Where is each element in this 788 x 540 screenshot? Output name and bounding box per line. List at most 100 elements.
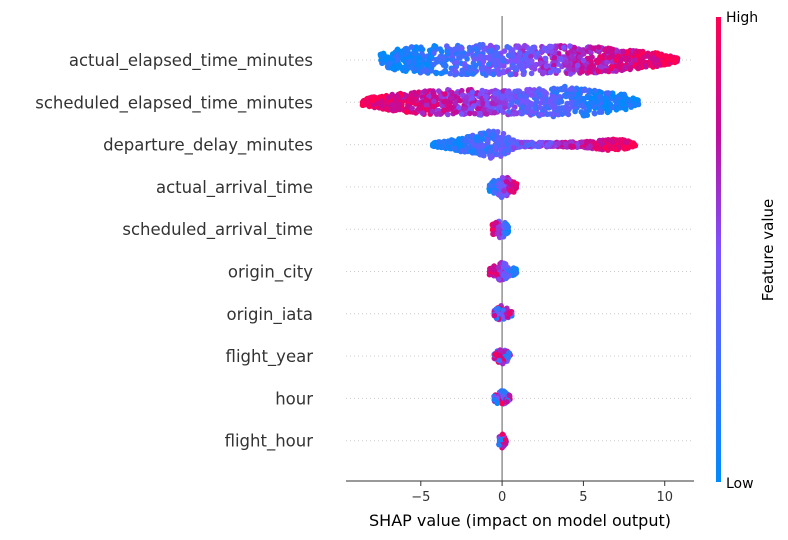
shap-point xyxy=(479,66,486,73)
shap-point xyxy=(502,104,508,111)
shap-point xyxy=(597,63,604,70)
shap-point xyxy=(430,141,436,147)
shap-point xyxy=(570,144,577,150)
x-tick-label: 10 xyxy=(656,490,673,505)
shap-point xyxy=(486,61,492,68)
shap-point xyxy=(551,62,557,69)
shap-point xyxy=(360,99,367,105)
shap-point xyxy=(435,111,442,117)
shap-point xyxy=(433,56,440,63)
shap-point xyxy=(452,100,459,107)
colorbar-low-label: Low xyxy=(726,476,754,492)
shap-point xyxy=(506,392,513,399)
shap-point xyxy=(568,48,574,55)
shap-point xyxy=(537,111,544,118)
shap-point xyxy=(471,56,478,62)
shap-point xyxy=(500,130,507,137)
shap-point xyxy=(595,145,602,152)
shap-point xyxy=(630,142,636,149)
feature-row-guides xyxy=(346,59,694,442)
shap-point xyxy=(561,110,568,116)
shap-point xyxy=(518,139,525,146)
shap-point xyxy=(548,48,554,54)
shap-point xyxy=(493,146,499,153)
shap-point xyxy=(437,143,444,149)
shap-point xyxy=(423,102,430,108)
shap-point xyxy=(499,142,506,148)
shap-point xyxy=(512,57,519,64)
shap-point xyxy=(452,68,459,74)
shap-point xyxy=(499,400,505,407)
shap-point xyxy=(480,100,487,107)
colorbar-high-label: High xyxy=(726,10,758,26)
shap-point xyxy=(477,111,484,117)
shap-point xyxy=(537,60,544,66)
feature-label: flight_hour xyxy=(225,432,314,452)
shap-point xyxy=(594,59,601,66)
shap-point xyxy=(442,91,448,97)
shap-point xyxy=(578,139,585,145)
shap-point xyxy=(524,87,530,93)
shap-point xyxy=(514,99,520,105)
shap-point xyxy=(589,54,595,60)
shap-point xyxy=(598,54,604,61)
shap-point xyxy=(419,46,426,53)
shap-point xyxy=(672,59,678,65)
shap-point xyxy=(586,69,592,75)
shap-point xyxy=(537,88,543,94)
shap-point xyxy=(498,388,505,394)
shap-point xyxy=(481,46,487,53)
shap-point xyxy=(467,110,473,117)
shap-point xyxy=(567,71,574,77)
shap-point xyxy=(613,57,619,64)
shap-point xyxy=(416,106,423,112)
shap-point xyxy=(662,61,668,68)
shap-point xyxy=(505,147,511,154)
colorbar-title: Feature value xyxy=(759,199,777,301)
shap-point xyxy=(587,64,594,71)
shap-point xyxy=(555,67,562,74)
shap-point xyxy=(623,64,629,71)
shap-point xyxy=(490,52,496,58)
shap-point xyxy=(449,57,455,63)
shap-point xyxy=(498,181,505,188)
shap-point xyxy=(499,174,506,181)
feature-label: origin_city xyxy=(228,263,313,283)
shap-point xyxy=(644,53,650,59)
shap-point xyxy=(503,230,509,237)
shap-point xyxy=(556,105,562,112)
shap-point xyxy=(511,144,517,151)
shap-point xyxy=(510,51,516,58)
shap-point xyxy=(416,55,422,61)
shap-point xyxy=(498,153,504,159)
shap-point xyxy=(616,105,623,111)
shap-point xyxy=(495,136,502,143)
shap-point xyxy=(614,63,621,70)
shap-point xyxy=(378,98,385,104)
shap-point xyxy=(500,93,506,100)
shap-point xyxy=(491,189,497,195)
shap-point xyxy=(494,129,501,135)
shap-point xyxy=(581,87,588,94)
shap-point xyxy=(487,183,494,189)
shap-point xyxy=(449,104,456,111)
shap-point xyxy=(507,187,514,194)
shap-point xyxy=(548,43,554,50)
shap-point xyxy=(503,399,510,405)
shap-point xyxy=(493,306,500,312)
shap-point xyxy=(537,92,543,98)
shap-point xyxy=(403,92,409,99)
shap-point xyxy=(403,51,409,58)
shap-point xyxy=(431,43,438,49)
shap-point xyxy=(543,91,549,98)
shap-point xyxy=(479,136,486,142)
shap-point xyxy=(579,102,585,109)
shap-point xyxy=(517,62,523,68)
feature-label: flight_year xyxy=(226,347,314,367)
shap-point xyxy=(470,71,476,77)
shap-point xyxy=(507,71,514,78)
shap-point xyxy=(493,219,500,226)
shap-point xyxy=(605,90,611,96)
shap-point xyxy=(604,59,610,66)
